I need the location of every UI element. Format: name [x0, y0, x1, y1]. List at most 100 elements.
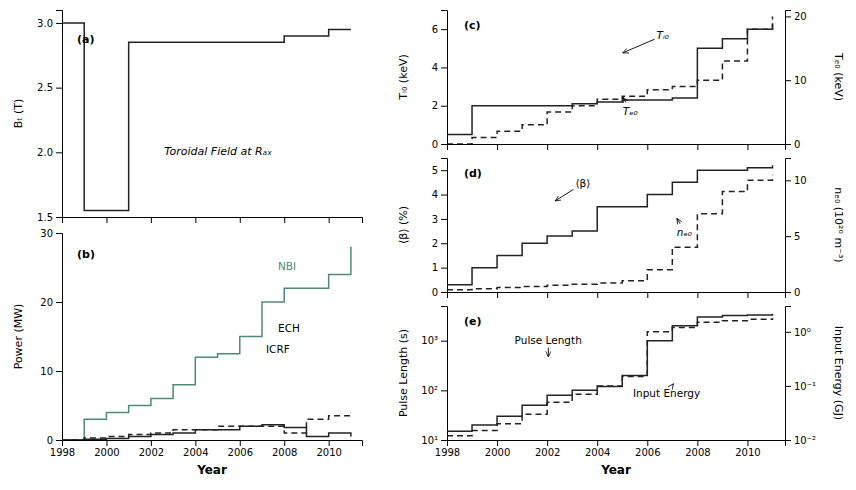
- panel: 19982000200220042006200820100102030Power…: [12, 228, 363, 477]
- y2-axis-title: nₑ₀ (10²⁰ m⁻³): [832, 187, 845, 262]
- tick-label: 2010: [316, 447, 341, 458]
- annotation-arrow: [672, 384, 673, 385]
- tick: [697, 144, 698, 150]
- tick: [697, 292, 698, 298]
- tick-mark: [240, 440, 241, 446]
- plot-area: [447, 314, 772, 436]
- x-axis: [63, 217, 363, 223]
- tick-label: 1: [432, 262, 438, 273]
- tick-label: 0: [432, 139, 438, 150]
- tick-mark: [284, 440, 285, 446]
- axis-line: [448, 145, 786, 151]
- tick: 1998: [435, 440, 460, 458]
- tick: 10⁻²: [785, 435, 816, 446]
- tick: [647, 144, 648, 150]
- tick-label: 20: [794, 11, 807, 22]
- tick: 5: [432, 165, 447, 176]
- tick-mark: [747, 440, 748, 446]
- annotation-arrow: [548, 348, 549, 357]
- tick: 30: [40, 228, 62, 239]
- tick-mark: [785, 16, 791, 17]
- series-label: Tₑ₀: [623, 105, 639, 117]
- tick: 2002: [535, 440, 560, 458]
- tick: 10¹: [421, 435, 447, 446]
- tick-label: 2: [432, 100, 438, 111]
- tick: [597, 144, 598, 150]
- tick-mark: [647, 144, 648, 150]
- tick-label: 2000: [94, 447, 119, 458]
- tick-label: 2008: [272, 447, 297, 458]
- tick-label: 20: [40, 297, 53, 308]
- tick: [195, 217, 196, 223]
- y-axis: 1.52.02.53.0: [37, 11, 62, 223]
- tick-mark: [785, 80, 791, 81]
- panel: 024601020Tᵢ₀ (keV)Tₑ₀ (keV)(c)Tᵢ₀Tₑ₀: [397, 11, 845, 151]
- annotation-arrow: [623, 97, 626, 102]
- tick: 4: [432, 62, 447, 73]
- y-axis: 0 2 4 6: [432, 11, 448, 150]
- tick: [497, 144, 498, 150]
- axis-line: [441, 307, 448, 441]
- series-label: nₑ₀: [677, 226, 693, 238]
- tick: 2000: [485, 440, 510, 458]
- tick-mark: [441, 195, 447, 196]
- tick-label: 1998: [435, 447, 460, 458]
- step-line: [62, 412, 351, 440]
- tick-mark: [56, 302, 62, 303]
- tick: 0: [47, 435, 62, 446]
- tick-mark: [785, 236, 791, 237]
- step-line: [447, 16, 772, 144]
- tick-mark: [785, 386, 791, 387]
- figure: 1.52.02.53.0Bₜ (T)(a)Toroidal Field at R…: [0, 0, 856, 490]
- tick-mark: [597, 440, 598, 446]
- panel: 199820002002200420062008201010¹10²10³10⁻…: [397, 307, 845, 478]
- tick-label: 6: [432, 24, 438, 35]
- tick-label: 0: [432, 287, 438, 298]
- tick-label: 2004: [183, 447, 208, 458]
- tick-mark: [56, 371, 62, 372]
- tick: 1998: [50, 440, 75, 458]
- tick: 10: [40, 366, 62, 377]
- y2-axis: 0510: [785, 159, 807, 298]
- tick-mark: [697, 292, 698, 298]
- tick: 2: [432, 238, 447, 249]
- tick-label: 10: [794, 75, 807, 86]
- tick: [240, 217, 241, 223]
- tick-mark: [597, 144, 598, 150]
- tick: 2.0: [37, 147, 62, 158]
- tick-mark: [441, 106, 447, 107]
- tick-mark: [441, 440, 447, 441]
- tick-mark: [329, 440, 330, 446]
- x-axis-title: Year: [600, 463, 631, 477]
- tick-mark: [441, 67, 447, 68]
- tick: 2: [432, 100, 447, 111]
- tick: 2010: [735, 440, 760, 458]
- tick-label: 2006: [635, 447, 660, 458]
- tick: 3.0: [37, 18, 62, 29]
- tick: 10³: [421, 335, 447, 346]
- tick: 20: [785, 11, 807, 22]
- annotation: (e): [464, 315, 482, 328]
- x-axis: [448, 292, 786, 298]
- tick-mark: [329, 217, 330, 223]
- y2-axis-title: Input Energy (GJ): [832, 326, 845, 420]
- tick: 6: [432, 24, 447, 35]
- tick-label: 2008: [685, 447, 710, 458]
- step-line: [62, 23, 351, 211]
- tick: 2004: [585, 440, 610, 458]
- series-label: Input Energy: [633, 387, 700, 399]
- series-label: Tᵢ₀: [657, 29, 670, 41]
- tick: [151, 217, 152, 223]
- y2-axis-title: Tₑ₀ (keV): [832, 52, 845, 101]
- tick-label: 2002: [139, 447, 164, 458]
- tick-mark: [597, 292, 598, 298]
- tick-label: 10⁻¹: [794, 381, 816, 392]
- tick-mark: [697, 440, 698, 446]
- step-line: [62, 425, 351, 440]
- tick: 5: [785, 231, 800, 242]
- step-line: [62, 247, 351, 440]
- tick-mark: [647, 292, 648, 298]
- y-axis-title: ⟨β⟩ (%): [397, 206, 410, 244]
- tick-mark: [785, 440, 791, 441]
- series-label: NBI: [278, 260, 296, 272]
